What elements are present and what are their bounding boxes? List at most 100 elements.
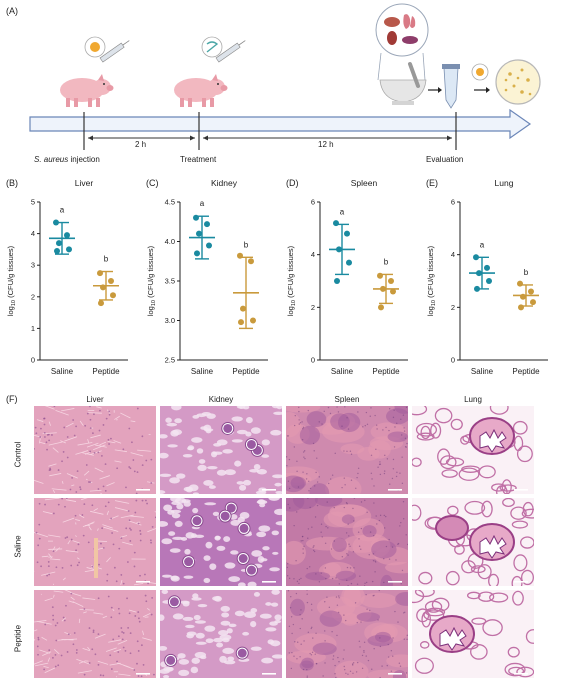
scale-bar (514, 673, 528, 675)
series-peptide: b (233, 240, 259, 330)
chart-title: Kidney (211, 178, 238, 188)
significance-letter: a (60, 206, 65, 215)
data-point (53, 219, 59, 226)
column-header-liver: Liver (86, 395, 104, 404)
tube-icon (442, 64, 460, 109)
tissue-lung-peptide (412, 590, 534, 678)
significance-letter: b (104, 255, 109, 264)
panel-letter: (E) (426, 178, 438, 188)
interval-1-label: 2 h (135, 140, 146, 149)
y-tick-label: 6 (311, 198, 315, 207)
bacteria-bubble-icon (84, 36, 106, 58)
series-peptide: b (513, 268, 539, 311)
x-tick-label: Saline (191, 367, 214, 376)
y-tick-label: 4.0 (165, 237, 175, 246)
scale-bar (262, 673, 276, 675)
data-point (238, 319, 244, 326)
series-saline: a (189, 199, 215, 260)
pig-icon (174, 74, 228, 107)
scale-bar (262, 581, 276, 583)
data-point (528, 288, 534, 295)
data-point (518, 304, 524, 311)
panel-f-letter: (F) (6, 394, 18, 404)
x-tick-label: Peptide (232, 367, 260, 376)
tissue-kidney-saline (160, 498, 282, 586)
data-point (484, 264, 490, 271)
chart-lung: (E) Lung log10 (CFU/g tissues) 0 2 4 6 Saline Pe… (426, 178, 548, 376)
data-point (66, 246, 72, 253)
y-tick-label: 1 (31, 324, 35, 333)
scale-bar (136, 489, 150, 491)
timeline-arrow (29, 108, 532, 140)
data-point (248, 258, 254, 265)
data-point (206, 242, 212, 249)
y-tick-label: 2 (451, 303, 455, 312)
data-point (378, 304, 384, 311)
data-point (98, 300, 104, 307)
tissue-liver-peptide (34, 590, 156, 678)
series-peptide: b (93, 255, 119, 307)
data-point (237, 252, 243, 259)
tissue-kidney-peptide (160, 590, 282, 678)
petri-dish-icon (495, 59, 541, 105)
tissue-lung-saline (412, 498, 534, 586)
tissue-spleen-control (286, 406, 408, 494)
histology-grid (34, 406, 534, 678)
column-header-spleen: Spleen (334, 395, 360, 404)
mortar-icon (379, 62, 427, 105)
data-point (344, 230, 350, 237)
data-point (346, 259, 352, 266)
y-tick-label: 2.5 (165, 356, 175, 365)
chart-title: Liver (75, 178, 94, 188)
data-point (54, 247, 60, 254)
y-tick-label: 2 (31, 292, 35, 301)
treatment-label: Treatment (180, 155, 217, 164)
scale-bar (388, 581, 402, 583)
scale-bar (514, 489, 528, 491)
process-arrow-icon (428, 87, 442, 93)
data-point (390, 288, 396, 295)
svg-text:S. aureus injection: S. aureus injection (34, 155, 100, 164)
panel-a: (A) (0, 0, 563, 172)
y-axis-label: log10 (CFU/g tissues) (426, 245, 437, 316)
y-axis-label: log10 (CFU/g tissues) (6, 245, 17, 316)
data-point (336, 246, 342, 253)
chart-title: Spleen (351, 178, 378, 188)
panel-letter: (D) (286, 178, 299, 188)
interval-2-label: 12 h (318, 140, 334, 149)
data-point (333, 220, 339, 227)
data-point (204, 221, 210, 228)
panel-letter: (C) (146, 178, 159, 188)
chart-title: Lung (495, 178, 514, 188)
chart-kidney: (C) Kidney log10 (CFU/g tissues) 2.5 3.0 3.5 4… (146, 178, 268, 376)
data-point (110, 292, 116, 299)
significance-letter: b (244, 240, 249, 249)
series-peptide: b (373, 257, 399, 311)
y-axis-label: log10 (CFU/g tissues) (286, 245, 297, 316)
panel-a-letter: (A) (6, 6, 18, 16)
data-point (473, 254, 479, 261)
tissue-liver-saline (34, 498, 156, 586)
organs-bubble-icon (375, 3, 429, 57)
data-point (486, 278, 492, 284)
significance-letter: a (340, 207, 345, 216)
significance-letter: b (524, 268, 529, 277)
series-saline: a (329, 207, 355, 284)
data-point (56, 240, 62, 247)
data-point (240, 305, 246, 312)
series-saline: a (49, 206, 75, 255)
y-tick-label: 4.5 (165, 198, 175, 207)
y-tick-label: 3 (31, 261, 35, 270)
tissue-lung-control (412, 406, 534, 494)
chart-spleen: (D) Spleen log10 (CFU/g tissues) 0 2 4 6 Saline… (286, 178, 408, 376)
data-point (474, 285, 480, 292)
syringe-icon (215, 40, 246, 63)
y-axis-label: log10 (CFU/g tissues) (146, 245, 157, 316)
data-point (520, 293, 526, 300)
data-point (193, 214, 199, 221)
panel-a-illustration: S. aureus injection 2 h Treatment 12 h E… (29, 3, 541, 164)
data-point (97, 270, 103, 277)
tissue-liver-control (34, 406, 156, 494)
y-tick-label: 3.0 (165, 316, 175, 325)
y-tick-label: 2 (311, 303, 315, 312)
